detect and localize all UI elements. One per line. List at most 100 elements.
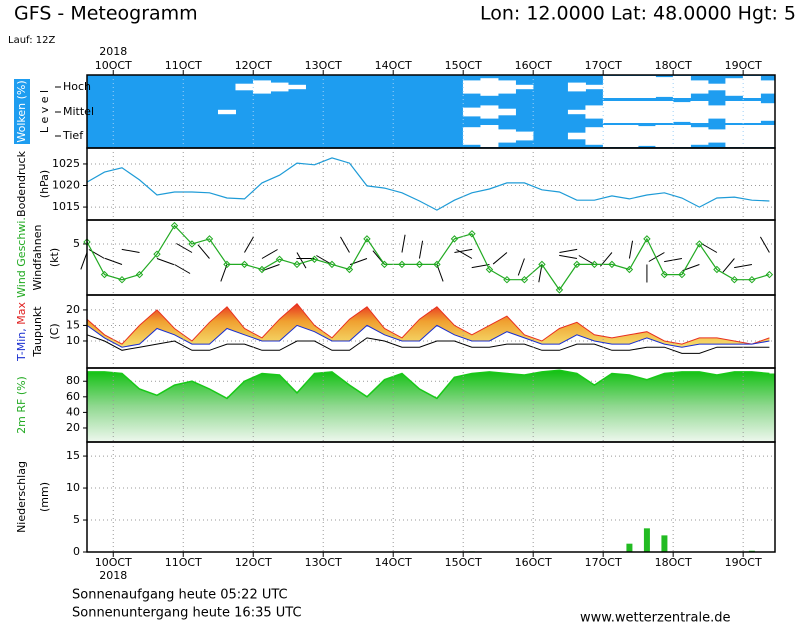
wind-barb <box>261 249 278 259</box>
x-tick-label: 18OCT <box>655 556 692 569</box>
wind-speed-point <box>275 255 284 263</box>
y-tick-label: 1025 <box>52 157 80 170</box>
y-axis-label-part: L e v e l <box>38 90 51 133</box>
wind-speed-point <box>713 265 721 274</box>
wind-speed-point <box>170 221 179 230</box>
cloud <box>602 125 621 147</box>
y-tick-label: 20 <box>66 303 80 316</box>
wind-barb <box>340 236 350 253</box>
cloud <box>620 125 639 147</box>
wind-barb <box>80 252 88 270</box>
wind-speed-point <box>415 260 424 269</box>
y-axis-label: (mm) <box>38 482 51 512</box>
wind-speed-point <box>660 270 669 279</box>
wind-speed-point <box>433 260 441 269</box>
cloud <box>217 109 236 115</box>
y-axis-label-part: Wind Geschwi. <box>15 217 28 298</box>
cloud <box>725 101 744 123</box>
y-tick-label: 1015 <box>52 200 80 213</box>
y-axis-label: (kt) <box>48 248 61 267</box>
wind-barb <box>471 264 490 269</box>
cloud <box>742 76 761 98</box>
cloud <box>725 125 744 147</box>
y-axis-label-part: (kt) <box>48 248 61 267</box>
cloud <box>567 82 586 92</box>
cloud <box>655 77 674 97</box>
temperature-line <box>86 302 770 345</box>
wind-speed-point <box>555 286 564 294</box>
wind-barb <box>244 236 254 253</box>
cloud <box>690 127 709 145</box>
cloud <box>707 83 726 91</box>
wind-barb <box>401 234 406 253</box>
year-label: 2018 <box>99 569 127 582</box>
cloud <box>235 83 254 91</box>
label-box <box>14 79 30 144</box>
x-tick-label: 10OCT <box>95 556 132 569</box>
cloud <box>252 80 271 94</box>
x-tick-label: 11OCT <box>165 556 202 569</box>
wind-speed-point <box>380 260 389 269</box>
temperature-band <box>87 303 770 348</box>
x-tick-label: 16OCT <box>515 556 552 569</box>
cloud <box>672 125 691 147</box>
cloud <box>707 129 726 143</box>
cloud <box>672 76 691 98</box>
wind-barb <box>559 254 578 259</box>
run: Lauf: 12Z <box>8 35 55 46</box>
y-tick-label: 15 <box>66 449 80 462</box>
y-axis-label-part: Max <box>15 302 28 329</box>
wind-speed-point <box>748 275 756 284</box>
sunset: Sonnenuntergang heute 16:35 UTC <box>72 606 302 621</box>
cloud <box>655 125 674 147</box>
y-axis-label-part: Bodendruck <box>15 150 28 217</box>
wind-speed-point <box>468 230 476 238</box>
wind-barb <box>492 252 508 265</box>
y-axis-label-part: Wolken (%) <box>15 80 28 142</box>
wind-barb <box>176 243 193 253</box>
wind-barb <box>436 264 444 282</box>
wind-speed-point <box>520 275 529 284</box>
wind-speed-point <box>223 260 231 269</box>
cloud <box>497 108 516 116</box>
cloud <box>620 101 639 123</box>
y-axis-label: Windfahnen <box>31 225 44 291</box>
pressure-line <box>86 157 770 211</box>
wind-barb <box>722 258 735 273</box>
y-axis-label-part: Niederschlag <box>15 461 28 533</box>
level-label: Mittel <box>63 105 94 118</box>
x-tick-label: 13OCT <box>305 59 342 72</box>
wind-barb <box>220 264 228 282</box>
x-tick-label: 18OCT <box>655 59 692 72</box>
wind-speed-point <box>345 265 354 274</box>
cloud <box>515 84 534 90</box>
x-tick-label: 13OCT <box>305 556 342 569</box>
wind-speed-point <box>363 235 371 243</box>
cloud <box>602 101 621 123</box>
x-tick-label: 10OCT <box>95 59 132 72</box>
level-label: Hoch <box>63 80 91 93</box>
cloud <box>497 129 516 143</box>
cloud <box>567 132 586 140</box>
y-axis-label-part: 2m RF (%) <box>15 376 28 434</box>
x-tick-label: 11OCT <box>165 59 202 72</box>
wind-speed-point <box>205 235 214 243</box>
cloud <box>672 102 691 122</box>
y-tick-label: 20 <box>66 421 80 434</box>
cloud <box>585 84 604 90</box>
wind-speed-point <box>118 275 126 284</box>
x-tick-label: 17OCT <box>585 59 622 72</box>
y-tick-label: 5 <box>73 513 80 526</box>
panel-frame <box>86 441 776 553</box>
y-tick-label: 80 <box>66 374 80 387</box>
title: GFS - Meteogramm <box>14 3 198 25</box>
wind-speed-point <box>590 260 599 269</box>
wind-barb <box>456 249 473 259</box>
wind-speed-point <box>643 235 651 243</box>
y-tick-label: 40 <box>66 405 80 418</box>
wind-speed-point <box>503 275 511 284</box>
y-axis-label-part: (hPa) <box>38 170 51 198</box>
wind-barb <box>559 248 578 253</box>
cloud <box>707 105 726 119</box>
